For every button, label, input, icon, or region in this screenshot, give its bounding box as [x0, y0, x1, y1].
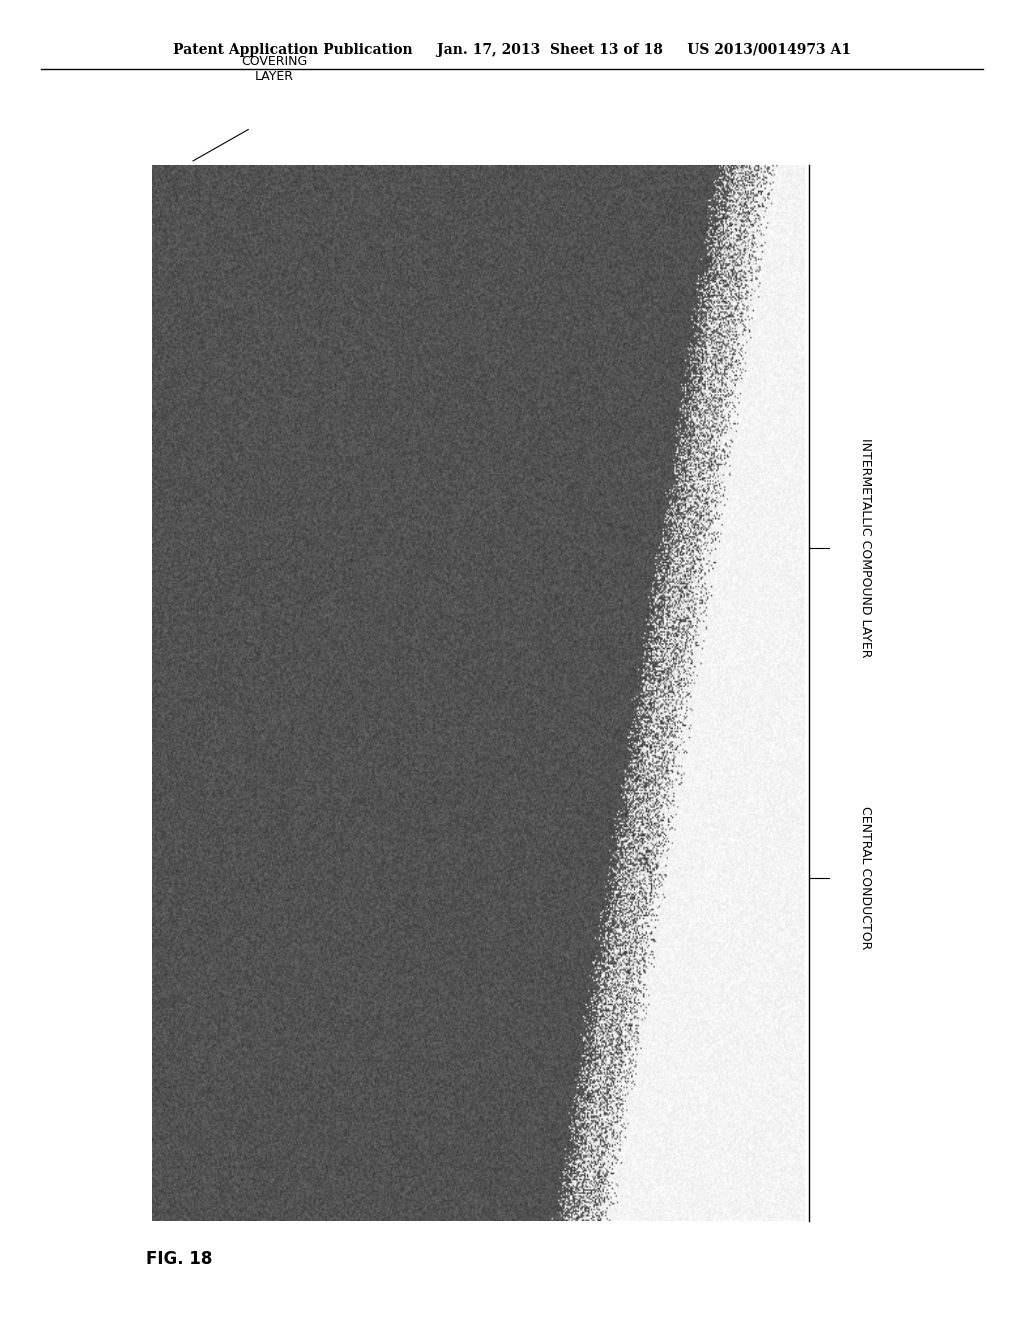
Text: FIG. 18: FIG. 18 — [146, 1250, 213, 1269]
Text: Al: Al — [643, 1140, 657, 1156]
Text: INTERMETALLIC COMPOUND LAYER: INTERMETALLIC COMPOUND LAYER — [859, 438, 871, 657]
Text: P2: P2 — [479, 785, 495, 799]
Text: +: + — [611, 1061, 624, 1077]
Text: CENTRAL CONDUCTOR: CENTRAL CONDUCTOR — [859, 807, 871, 949]
Text: 20nm: 20nm — [253, 896, 286, 907]
Text: Patent Application Publication     Jan. 17, 2013  Sheet 13 of 18     US 2013/001: Patent Application Publication Jan. 17, … — [173, 44, 851, 57]
Text: +: + — [458, 791, 470, 807]
Text: COVERING
LAYER: COVERING LAYER — [242, 55, 307, 83]
Text: +: + — [202, 546, 214, 562]
Text: +: + — [442, 705, 455, 721]
Text: Cu: Cu — [218, 256, 239, 272]
Text: P4: P4 — [464, 700, 479, 713]
Text: P1: P1 — [633, 1056, 648, 1069]
Text: P3: P3 — [228, 541, 244, 554]
